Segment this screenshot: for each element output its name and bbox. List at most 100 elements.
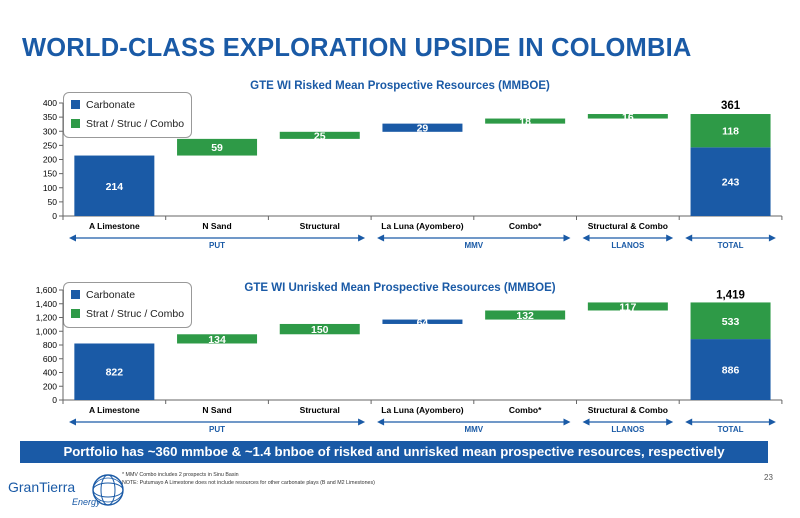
- group-arrow-head: [358, 234, 366, 242]
- group-arrow-head: [685, 418, 693, 426]
- legend-swatch-carbonate: [71, 100, 80, 109]
- y-tick-label: 1,600: [36, 285, 58, 295]
- chart-svg: 0 50 100 150 200 250 300 350 400 A Limestone N San…: [43, 98, 783, 250]
- total-carbonate-label: 243: [722, 177, 740, 189]
- group-arrow-head: [666, 418, 674, 426]
- x-tick-label: Structural: [300, 405, 340, 415]
- total-bar-carbonate: [690, 147, 771, 216]
- legend-swatch-strat: [71, 119, 80, 128]
- x-tick-label: Structural & Combo: [588, 405, 668, 415]
- bar-strat: [177, 138, 258, 156]
- bar-strat: [485, 118, 566, 124]
- bar-value-label: 214: [106, 181, 124, 193]
- y-tick-label: 1,000: [36, 326, 58, 336]
- group-arrow-head: [768, 234, 776, 242]
- bar-strat: [177, 334, 258, 344]
- total-strat-label: 533: [722, 316, 740, 328]
- x-tick-label: N Sand: [202, 405, 231, 415]
- y-tick-label: 200: [43, 155, 57, 165]
- group-arrow-head: [666, 234, 674, 242]
- x-tick-label: A Limestone: [89, 405, 140, 415]
- bar-value-label: 117: [619, 301, 636, 313]
- y-tick-label: 400: [43, 98, 57, 108]
- x-tick-label: Combo*: [509, 221, 542, 231]
- footnotes: * MMV Combo includes 2 prospects in Sinu…: [122, 472, 375, 487]
- total-bar-strat: [690, 302, 771, 340]
- legend-swatch-strat: [71, 309, 80, 318]
- x-tick-label: Combo*: [509, 405, 542, 415]
- group-arrow-head: [358, 418, 366, 426]
- logo-text: GranTierra: [8, 479, 76, 495]
- group-arrow-head: [563, 418, 571, 426]
- bar-carbonate: [74, 155, 155, 216]
- group-label: LLANOS: [611, 241, 645, 250]
- legend-item-carbonate: Carbonate: [71, 99, 135, 113]
- footnote: * MMV Combo includes 2 prospects in Sinu…: [122, 472, 239, 478]
- legend-label-strat: Strat / Struc / Combo: [86, 118, 185, 130]
- x-tick-label: La Luna (Ayombero): [381, 221, 463, 231]
- total-carbonate-label: 886: [722, 365, 740, 377]
- bar-strat: [587, 302, 668, 311]
- y-tick-label: 300: [43, 126, 57, 136]
- x-tick-label: La Luna (Ayombero): [381, 405, 463, 415]
- legend-item-strat: Strat / Struc / Combo: [71, 308, 184, 322]
- bar-value-label: 29: [417, 123, 429, 135]
- group-label: TOTAL: [718, 425, 744, 434]
- unrisked-resources-chart: GTE WI Unrisked Mean Prospective Resourc…: [0, 277, 800, 447]
- page-title: WORLD-CLASS EXPLORATION UPSIDE IN COLOMB…: [22, 34, 692, 62]
- group-label: PUT: [209, 241, 225, 250]
- y-tick-label: 1,400: [36, 299, 58, 309]
- globe-icon: [92, 474, 124, 506]
- y-tick-label: 1,200: [36, 313, 58, 323]
- chart-legend: Carbonate Strat / Struc / Combo: [63, 92, 192, 138]
- bar-value-label: 16: [622, 111, 634, 123]
- group-arrow-head: [377, 418, 385, 426]
- group-arrow-head: [582, 418, 590, 426]
- x-tick-label: Structural: [300, 221, 340, 231]
- footnote: NOTE: Putumayo A Limestone does not incl…: [122, 479, 375, 486]
- company-logo: GranTierra Energy: [8, 472, 126, 514]
- chart-legend: Carbonate Strat / Struc / Combo: [63, 282, 192, 328]
- bar-value-label: 18: [519, 116, 531, 128]
- group-arrow-head: [69, 418, 76, 426]
- bar-carbonate: [382, 319, 463, 324]
- chart-title: GTE WI Unrisked Mean Prospective Resourc…: [244, 282, 556, 294]
- y-tick-label: 200: [43, 381, 57, 391]
- y-tick-label: 50: [48, 197, 58, 207]
- bar-value-label: 64: [417, 317, 429, 329]
- y-tick-label: 600: [43, 354, 57, 364]
- y-tick-label: 800: [43, 340, 57, 350]
- group-arrow-head: [685, 234, 693, 242]
- y-tick-label: 250: [43, 140, 57, 150]
- bar-strat: [587, 114, 668, 119]
- y-tick-label: 150: [43, 169, 57, 179]
- bar-value-label: 25: [314, 130, 326, 142]
- bar-carbonate: [74, 343, 155, 400]
- total-sum-label: 1,419: [716, 289, 745, 301]
- group-label: PUT: [209, 425, 225, 434]
- legend-item-strat: Strat / Struc / Combo: [71, 118, 184, 132]
- bar-strat: [485, 310, 566, 320]
- risked-resources-chart: GTE WI Risked Mean Prospective Resources…: [0, 72, 800, 264]
- logo-subtext: Energy: [72, 497, 101, 507]
- total-strat-label: 118: [722, 126, 739, 138]
- group-arrow-head: [582, 234, 590, 242]
- bar-value-label: 59: [211, 142, 223, 154]
- y-tick-label: 350: [43, 112, 57, 122]
- bar-carbonate: [382, 123, 463, 132]
- chart-svg: 0 200 400 600 800 1,000 1,200 1,400 1,600 A Limes…: [36, 285, 783, 434]
- group-label: MMV: [464, 241, 483, 250]
- group-label: MMV: [464, 425, 483, 434]
- y-tick-label: 0: [52, 211, 57, 221]
- total-bar-strat: [690, 114, 771, 148]
- bar-strat: [279, 323, 360, 335]
- x-tick-label: Structural & Combo: [588, 221, 668, 231]
- y-tick-label: 0: [52, 395, 57, 405]
- group-arrow-head: [69, 234, 76, 242]
- x-tick-label: A Limestone: [89, 221, 140, 231]
- bar-value-label: 134: [208, 334, 226, 346]
- summary-banner: Portfolio has ~360 mmboe & ~1.4 bnboe of…: [20, 441, 768, 463]
- legend-swatch-carbonate: [71, 290, 80, 299]
- y-tick-label: 100: [43, 183, 57, 193]
- bar-strat: [279, 131, 360, 139]
